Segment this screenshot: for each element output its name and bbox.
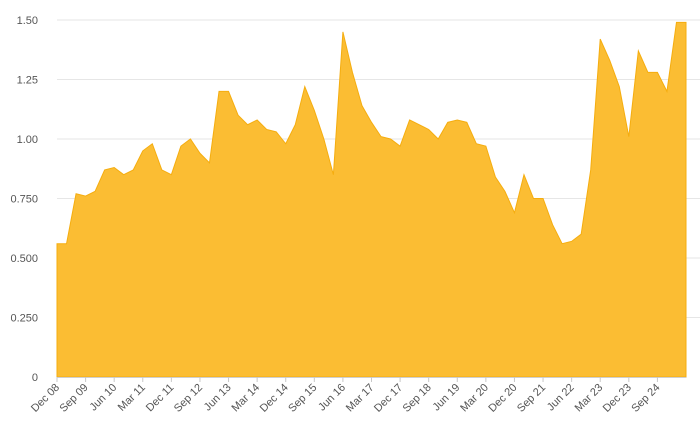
x-tick-label: Dec 14 <box>258 382 291 415</box>
axes <box>56 377 686 382</box>
x-tick-label: Dec 20 <box>486 382 519 415</box>
y-axis-tick-labels: 0 0.250 0.500 0.750 1.00 1.25 1.50 <box>10 15 38 384</box>
x-tick-label: Dec 17 <box>372 382 405 415</box>
x-tick-label: Dec 11 <box>144 382 177 415</box>
x-tick-label: Mar 11 <box>116 382 148 414</box>
y-tick-label: 0.500 <box>10 253 38 265</box>
y-tick-label: 1.00 <box>17 134 38 146</box>
y-tick-label: 0.750 <box>10 194 38 206</box>
area-series-fill <box>56 21 687 378</box>
x-tick-label: Sep 15 <box>286 382 319 415</box>
x-tick-label: Jun 16 <box>316 382 348 414</box>
x-tick-label: Sep 12 <box>172 382 205 415</box>
x-tick-label: Jun 22 <box>545 382 577 414</box>
x-tick-label: Jun 10 <box>87 382 119 414</box>
x-tick-label: Mar 17 <box>344 382 377 415</box>
y-tick-label: 1.50 <box>17 15 38 27</box>
x-tick-label: Jun 13 <box>202 382 234 414</box>
area-series <box>56 21 687 378</box>
x-tick-label: Dec 23 <box>601 382 634 415</box>
x-tick-label: Jun 19 <box>431 382 463 414</box>
y-tick-label: 0.250 <box>10 313 38 325</box>
x-tick-label: Mar 23 <box>573 382 606 415</box>
x-tick-label: Dec 08 <box>29 382 62 415</box>
x-tick-label: Sep 18 <box>401 382 434 415</box>
x-tick-label: Mar 14 <box>230 382 263 415</box>
y-tick-label: 1.25 <box>17 75 38 87</box>
y-tick-label: 0 <box>32 372 38 384</box>
x-tick-label: Sep 09 <box>58 382 91 415</box>
x-tick-label: Sep 21 <box>515 382 548 415</box>
x-tick-label: Sep 24 <box>629 382 662 415</box>
x-tick-label: Mar 20 <box>458 382 491 415</box>
